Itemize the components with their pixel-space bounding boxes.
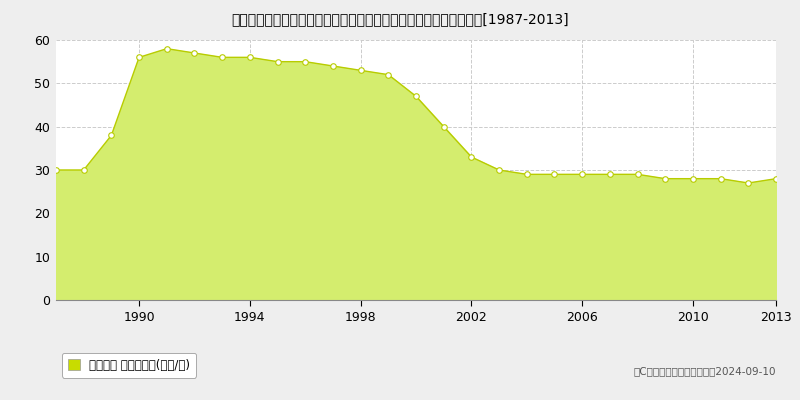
Legend: 地価公示 平均坪単価(万円/坪): 地価公示 平均坪単価(万円/坪) — [62, 353, 196, 378]
Text: （C）土地価格ドットコム　2024-09-10: （C）土地価格ドットコム 2024-09-10 — [634, 366, 776, 376]
Text: 岡山県倉敷市日ノ出町１丁目３０７番２６外　地価公示　地価推移[1987-2013]: 岡山県倉敷市日ノ出町１丁目３０７番２６外 地価公示 地価推移[1987-2013… — [231, 12, 569, 26]
